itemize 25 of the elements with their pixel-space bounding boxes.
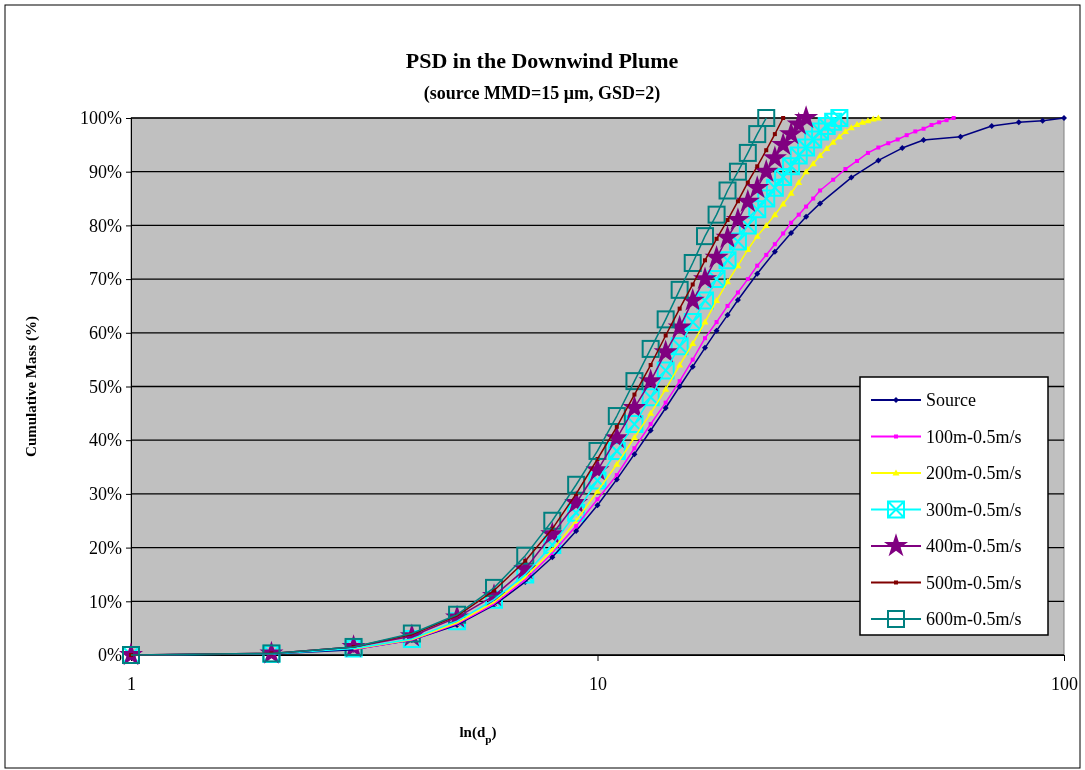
chart-title: PSD in the Downwind Plume bbox=[405, 48, 679, 73]
y-tick-label: 100% bbox=[80, 108, 122, 129]
y-tick-label: 90% bbox=[89, 161, 122, 182]
x-tick-label: 1 bbox=[127, 673, 136, 694]
legend-label: 500m-0.5m/s bbox=[926, 572, 1022, 593]
legend-label: 600m-0.5m/s bbox=[926, 609, 1022, 629]
y-tick-label: 50% bbox=[89, 376, 122, 397]
y-tick-label: 70% bbox=[89, 269, 122, 290]
y-tick-label: 80% bbox=[89, 215, 122, 236]
y-tick-label: 40% bbox=[89, 430, 122, 451]
y-tick-label: 60% bbox=[89, 323, 122, 344]
legend-label: 200m-0.5m/s bbox=[926, 463, 1022, 483]
y-tick-label: 30% bbox=[89, 484, 122, 505]
legend-label: Source bbox=[926, 390, 976, 410]
chart-subtitle: (source MMD=15 μm, GSD=2) bbox=[423, 83, 661, 104]
y-axis-title: Cumulative Mass (%) bbox=[23, 316, 40, 457]
y-tick-label: 10% bbox=[89, 591, 122, 612]
legend-label: 300m-0.5m/s bbox=[926, 499, 1022, 520]
x-axis-title: ln(d$_{p}$) bbox=[459, 724, 497, 745]
x-tick-label: 100 bbox=[1051, 673, 1078, 694]
y-tick-label: 20% bbox=[89, 537, 122, 558]
x-tick-label: 10 bbox=[589, 673, 607, 694]
legend-label: 400m-0.5m/s bbox=[926, 536, 1022, 556]
y-tick-label: 0% bbox=[98, 645, 122, 666]
legend-label: 100m-0.5m/s bbox=[926, 426, 1022, 447]
